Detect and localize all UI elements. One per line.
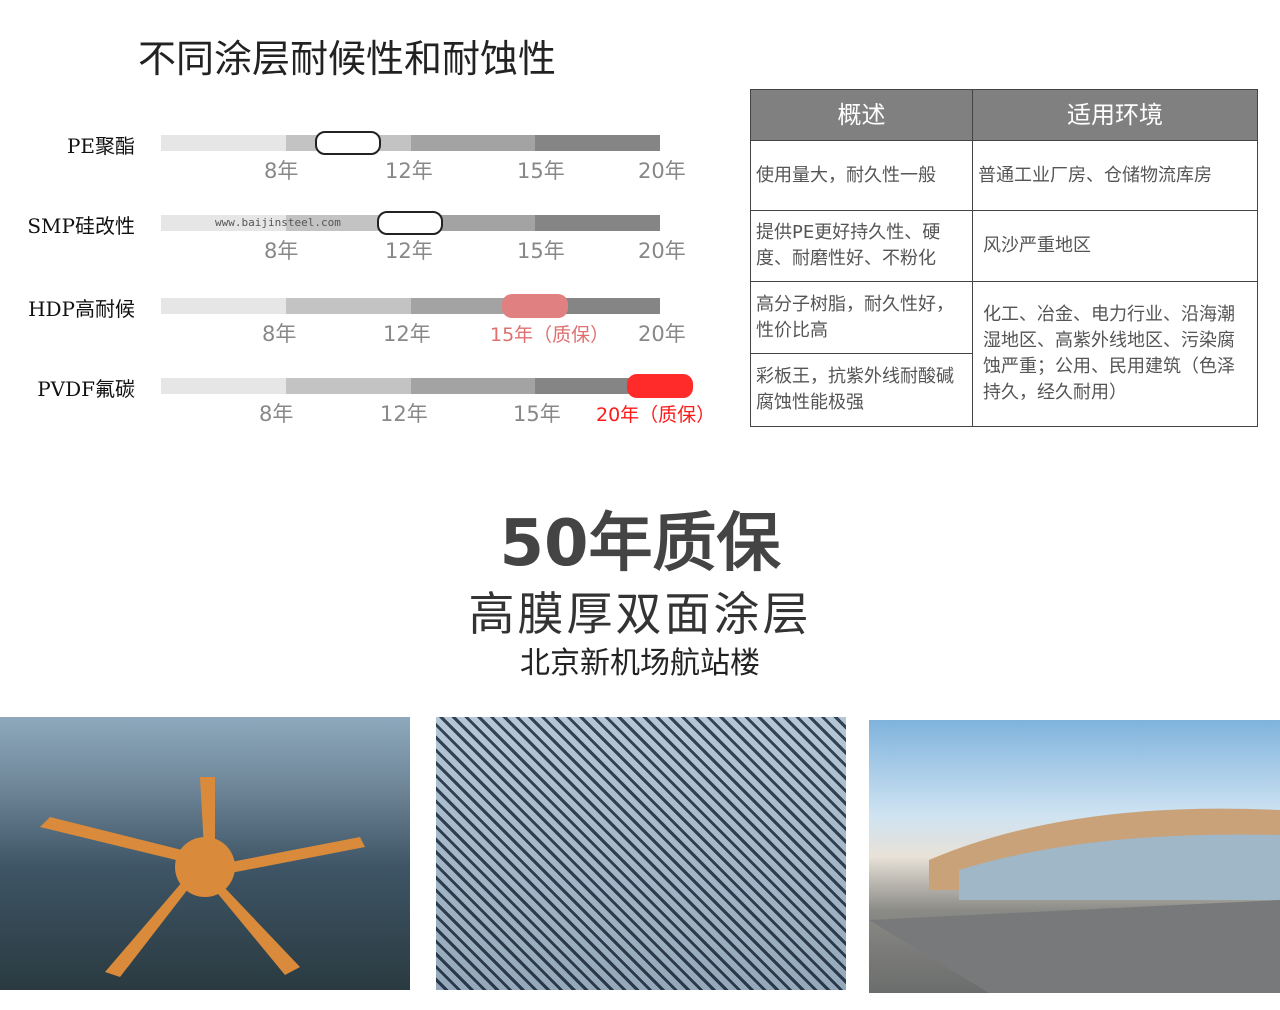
year-tick-label: 8年 xyxy=(259,402,294,426)
headline: 50年质保 xyxy=(499,507,781,581)
coating-label: SMP硅改性 xyxy=(27,214,135,238)
bar-segment xyxy=(161,298,286,314)
durability-bar xyxy=(161,135,660,151)
bar-segment xyxy=(535,215,660,231)
durability-bar xyxy=(161,378,660,394)
durability-marker xyxy=(502,294,568,318)
year-tick-label: 12年 xyxy=(385,159,433,183)
steel-structure-photo xyxy=(436,717,846,990)
bar-segment xyxy=(535,135,660,151)
row-env: 化工、冶金、电力行业、沿海潮湿地区、高紫外线地区、污染腐蚀严重；公用、民用建筑（… xyxy=(972,281,1258,427)
year-tick-label: 12年 xyxy=(385,239,433,263)
year-tick-label: 15年 xyxy=(513,402,561,426)
bar-segment xyxy=(285,378,411,394)
year-tick-label: 20年 xyxy=(638,159,686,183)
year-tick-label: 20年 xyxy=(638,239,686,263)
subheadline: 高膜厚双面涂层 xyxy=(468,587,812,641)
durability-marker xyxy=(377,211,443,235)
bar-segment xyxy=(410,378,536,394)
durability-marker xyxy=(627,374,693,398)
year-tick-label: 8年 xyxy=(264,239,299,263)
row-desc: 使用量大，耐久性一般 xyxy=(750,140,973,211)
year-tick-label: 8年 xyxy=(262,322,297,346)
bar-segment xyxy=(161,378,286,394)
coating-table: 概述 适用环境 使用量大，耐久性一般 普通工业厂房、仓储物流库房 提供PE更好持… xyxy=(750,89,1258,427)
watermark: www.baijinsteel.com xyxy=(215,216,341,229)
durability-marker xyxy=(315,131,381,155)
year-tick-label: 15年 xyxy=(517,159,565,183)
coating-label: HDP高耐候 xyxy=(28,297,135,321)
coating-label: PE聚酯 xyxy=(66,134,135,158)
header-overview: 概述 xyxy=(750,89,973,141)
year-tick-label: 20年（质保） xyxy=(596,404,716,426)
coating-label: PVDF氟碳 xyxy=(37,377,135,401)
year-tick-label: 8年 xyxy=(264,159,299,183)
bar-segment xyxy=(285,298,411,314)
chart-title: 不同涂层耐候性和耐蚀性 xyxy=(138,37,557,81)
row-env: 风沙严重地区 xyxy=(972,210,1258,282)
table-header-row: 概述 适用环境 xyxy=(750,89,1258,141)
year-tick-label: 12年 xyxy=(380,402,428,426)
terminal-building-photo xyxy=(869,720,1280,993)
table-row: 高分子树脂，耐久性好，性价比高 化工、冶金、电力行业、沿海潮湿地区、高紫外线地区… xyxy=(750,281,1258,427)
bar-segment xyxy=(410,135,536,151)
year-tick-label: 20年 xyxy=(638,322,686,346)
row-desc: 提供PE更好持久性、硬度、耐磨性好、不粉化 xyxy=(750,210,973,282)
year-tick-label: 15年 xyxy=(517,239,565,263)
row-desc: 彩板王，抗紫外线耐酸碱腐蚀性能极强 xyxy=(750,353,973,427)
table-row: 彩板王，抗紫外线耐酸碱腐蚀性能极强 xyxy=(750,353,1258,427)
bar-segment xyxy=(161,215,286,231)
bar-segment xyxy=(161,135,286,151)
table-row: 提供PE更好持久性、硬度、耐磨性好、不粉化 风沙严重地区 xyxy=(750,210,1258,282)
caption: 北京新机场航站楼 xyxy=(520,646,760,681)
row-desc: 高分子树脂，耐久性好，性价比高 xyxy=(750,281,973,354)
year-tick-label: 15年（质保） xyxy=(490,324,610,346)
header-environment: 适用环境 xyxy=(972,89,1258,141)
airport-aerial-photo xyxy=(0,717,410,990)
year-tick-label: 12年 xyxy=(383,322,431,346)
row-env: 普通工业厂房、仓储物流库房 xyxy=(972,140,1258,211)
durability-bar xyxy=(161,298,660,314)
table-row: 使用量大，耐久性一般 普通工业厂房、仓储物流库房 xyxy=(750,140,1258,211)
